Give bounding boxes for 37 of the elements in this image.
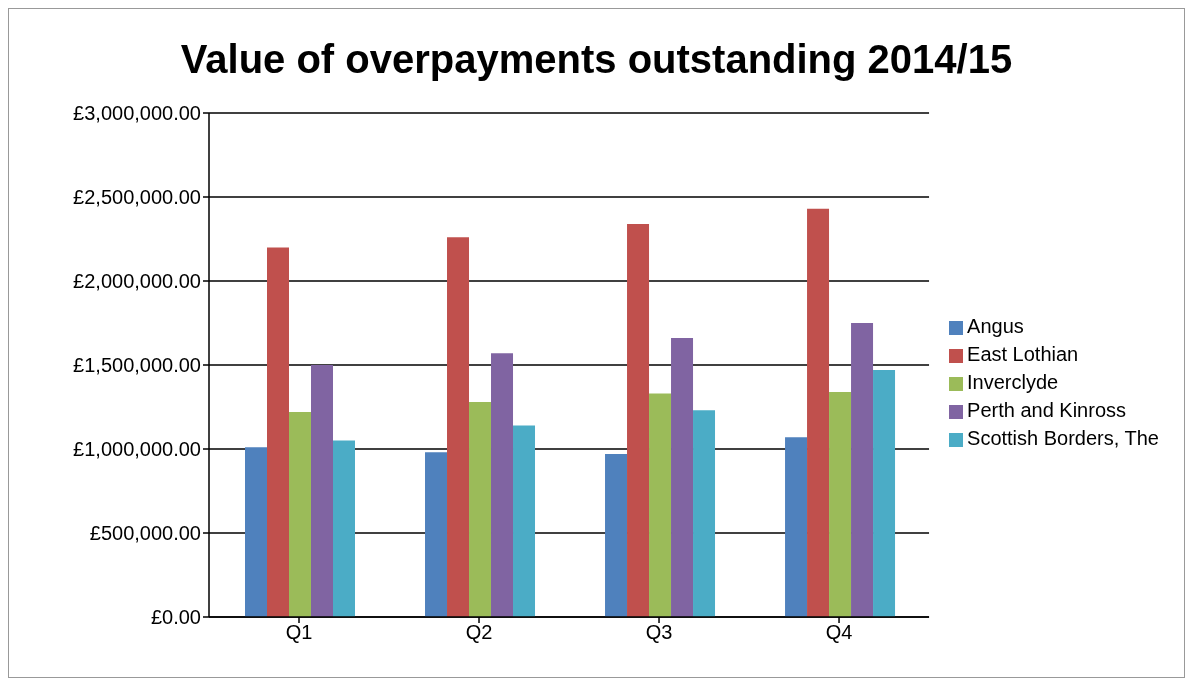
bar — [807, 208, 830, 617]
legend-label: Scottish Borders, The — [967, 427, 1159, 449]
bar — [785, 437, 808, 617]
chart-title: Value of overpayments outstanding 2014/15 — [179, 36, 1014, 83]
y-tick-label: £500,000.00 — [89, 522, 201, 545]
bar — [447, 237, 470, 617]
legend-label: Angus — [967, 315, 1024, 337]
bar — [693, 410, 716, 617]
y-tick-label: £2,500,000.00 — [73, 186, 201, 209]
y-tick-label: £1,500,000.00 — [73, 354, 201, 377]
x-tick-label: Q3 — [645, 621, 673, 644]
y-tick-label: £2,000,000.00 — [73, 270, 201, 293]
y-tick-label: £0.00 — [150, 606, 201, 629]
bar — [829, 391, 852, 617]
bar — [289, 412, 311, 617]
x-tick-label: Q2 — [465, 621, 493, 644]
bar — [469, 401, 492, 617]
bar — [491, 353, 514, 617]
y-tick-label: £1,000,000.00 — [73, 438, 201, 461]
bar — [627, 223, 650, 617]
bar — [267, 247, 289, 617]
bar — [851, 323, 874, 617]
x-tick-label: Q4 — [825, 621, 853, 644]
bar — [649, 393, 672, 617]
bar — [671, 338, 694, 617]
y-tick-label: £3,000,000.00 — [73, 102, 201, 125]
bar — [873, 370, 896, 617]
bar — [333, 440, 355, 617]
bar — [425, 452, 448, 617]
bar — [245, 447, 267, 617]
legend-label: Inverclyde — [967, 371, 1059, 393]
legend-label: Perth and Kinross — [967, 399, 1127, 421]
bar — [311, 365, 333, 617]
x-tick-label: Q1 — [285, 621, 313, 644]
legend-label: East Lothian — [967, 343, 1079, 365]
bar — [605, 454, 628, 617]
bar — [513, 425, 536, 617]
